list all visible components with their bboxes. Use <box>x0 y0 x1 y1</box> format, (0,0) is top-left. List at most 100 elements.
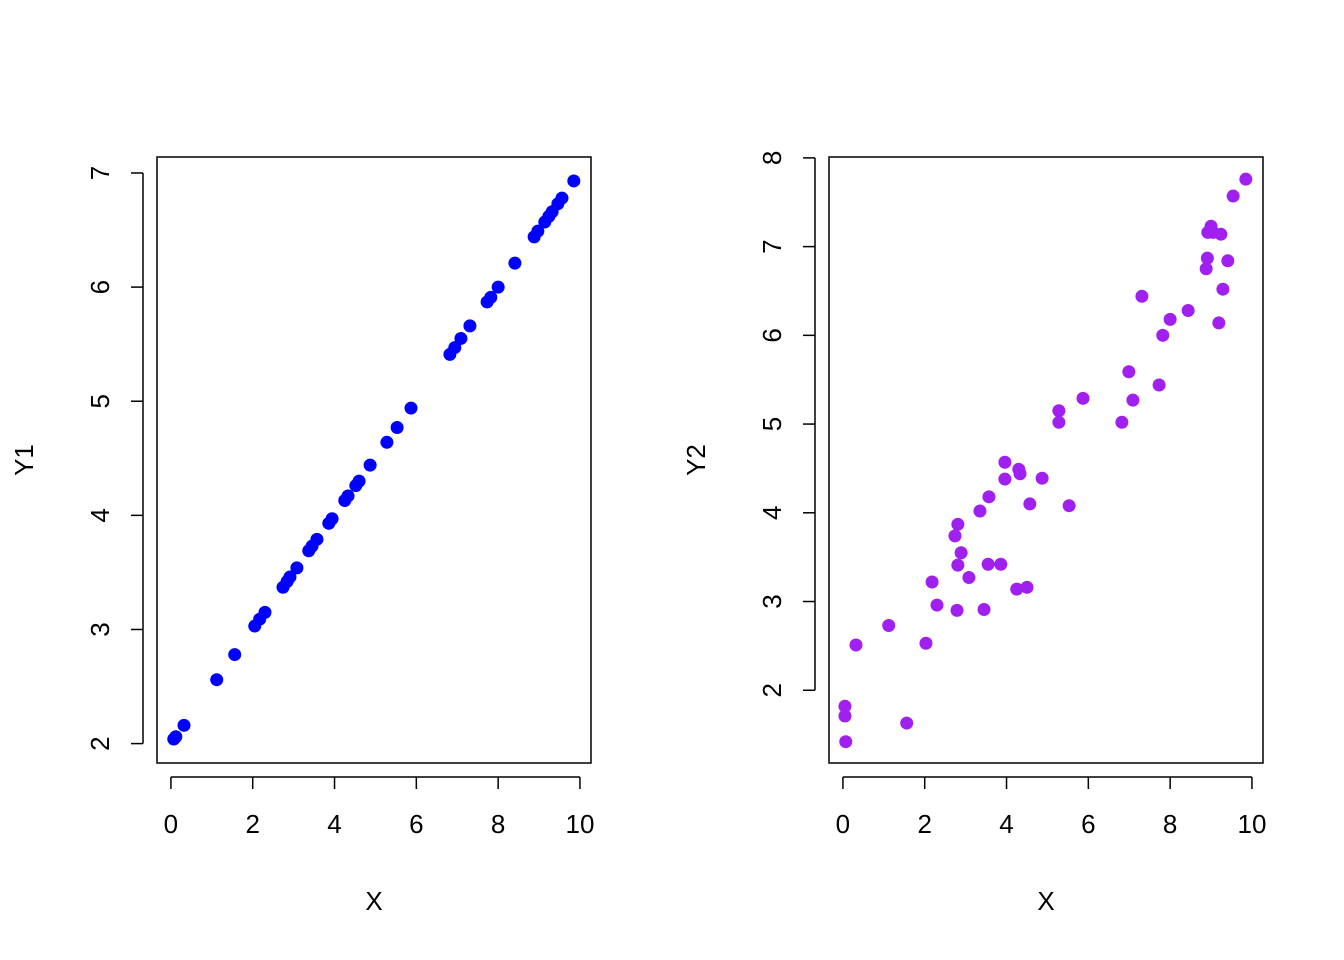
point <box>1035 471 1049 485</box>
point <box>1122 365 1136 379</box>
point <box>341 489 355 503</box>
y-axis-label: Y2 <box>681 444 711 476</box>
point <box>998 455 1012 469</box>
point <box>1221 254 1235 268</box>
point <box>973 504 987 518</box>
x-tick-label: 0 <box>164 809 178 839</box>
point <box>1214 227 1228 241</box>
point <box>1076 391 1090 405</box>
plot-box <box>828 156 1264 764</box>
point <box>1135 289 1149 303</box>
point <box>404 401 418 415</box>
x-tick-label: 6 <box>409 809 423 839</box>
x-axis-label: X <box>365 886 382 916</box>
y-tick-label: 2 <box>757 683 787 697</box>
point <box>325 512 339 526</box>
y-tick-label: 4 <box>757 506 787 520</box>
point <box>930 598 944 612</box>
point <box>1052 415 1066 429</box>
y-tick-label: 3 <box>757 594 787 608</box>
point <box>948 529 962 543</box>
point <box>1156 328 1170 342</box>
point <box>900 716 914 730</box>
point <box>567 174 581 188</box>
x-tick-label: 2 <box>917 809 931 839</box>
point <box>390 420 404 434</box>
point <box>882 618 896 632</box>
y-tick-label: 4 <box>85 508 115 522</box>
y-tick-label: 8 <box>757 151 787 165</box>
point <box>1010 582 1024 596</box>
x-tick-label: 10 <box>1237 809 1266 839</box>
y-tick-label: 6 <box>85 280 115 294</box>
point <box>228 648 242 662</box>
point <box>849 638 863 652</box>
point <box>838 699 852 713</box>
point <box>463 319 477 333</box>
point <box>352 474 366 488</box>
point <box>951 558 965 572</box>
point <box>925 575 939 589</box>
point <box>1013 467 1027 481</box>
point <box>454 331 468 345</box>
point <box>1163 312 1177 326</box>
point <box>210 673 224 687</box>
x-tick-label: 8 <box>1163 809 1177 839</box>
point <box>1020 580 1034 594</box>
point <box>1199 262 1213 276</box>
point <box>1226 189 1240 203</box>
point <box>994 557 1008 571</box>
x-tick-label: 2 <box>245 809 259 839</box>
y-tick-label: 7 <box>757 239 787 253</box>
point <box>962 571 976 585</box>
y-tick-label: 5 <box>85 394 115 408</box>
point <box>531 224 545 238</box>
point <box>1212 316 1226 330</box>
point <box>380 435 394 449</box>
point <box>1126 393 1140 407</box>
x-axis-label: X <box>1037 886 1054 916</box>
point <box>1152 378 1166 392</box>
point <box>484 290 498 304</box>
point <box>258 605 272 619</box>
point <box>982 490 996 504</box>
point <box>283 570 297 584</box>
point <box>1115 415 1129 429</box>
x-tick-label: 0 <box>836 809 850 839</box>
y-tick-label: 2 <box>85 736 115 750</box>
x-tick-label: 4 <box>327 809 341 839</box>
point <box>950 603 964 617</box>
point <box>508 256 522 270</box>
point <box>951 517 965 531</box>
point <box>1023 497 1037 511</box>
plot-box <box>156 156 592 764</box>
point <box>1062 499 1076 513</box>
point <box>290 561 304 575</box>
x-tick-label: 10 <box>565 809 594 839</box>
x-tick-label: 8 <box>491 809 505 839</box>
point <box>1239 172 1253 186</box>
y-tick-label: 6 <box>757 328 787 342</box>
point <box>981 557 995 571</box>
point <box>1200 251 1214 265</box>
x-tick-label: 6 <box>1081 809 1095 839</box>
point <box>839 735 853 749</box>
point <box>491 280 505 294</box>
y-tick-label: 3 <box>85 622 115 636</box>
x-tick-label: 4 <box>999 809 1013 839</box>
point <box>954 546 968 560</box>
y-axis-label: Y1 <box>9 444 39 476</box>
point <box>177 718 191 732</box>
point <box>448 341 462 355</box>
point <box>363 458 377 472</box>
point <box>1181 303 1195 317</box>
point <box>169 730 183 744</box>
point <box>838 709 852 723</box>
point <box>998 472 1012 486</box>
point <box>310 532 324 546</box>
point <box>1216 282 1230 296</box>
point <box>1052 404 1066 418</box>
point <box>555 191 569 205</box>
y-tick-label: 7 <box>85 166 115 180</box>
